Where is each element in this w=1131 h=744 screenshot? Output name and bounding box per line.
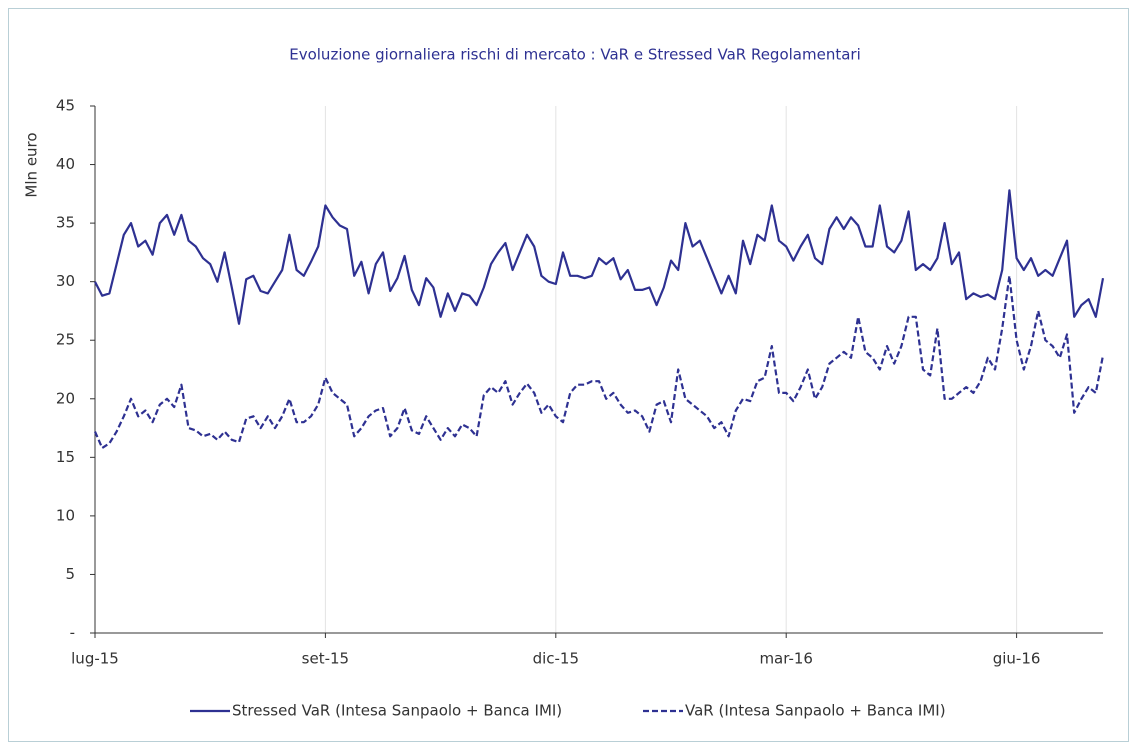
x-tick-label: set-15 [302, 650, 349, 668]
x-tick-label: lug-15 [71, 650, 119, 668]
y-tick-label: 35 [56, 214, 75, 232]
y-tick-label: 45 [56, 97, 75, 115]
legend-label: VaR (Intesa Sanpaolo + Banca IMI) [685, 702, 946, 720]
x-tick-label: mar-16 [759, 650, 813, 668]
y-tick-label: 10 [56, 506, 75, 524]
x-tick-label: dic-15 [533, 650, 579, 668]
y-tick-label: 20 [56, 389, 75, 407]
x-tick-label: giu-16 [993, 650, 1041, 668]
y-tick-label: 5 [65, 565, 75, 583]
y-tick-label: 30 [56, 272, 75, 290]
series-line [93, 274, 1105, 450]
chart-frame [8, 8, 1129, 742]
y-tick-label: 15 [56, 448, 75, 466]
y-tick-label: 25 [56, 331, 75, 349]
series-line [94, 189, 1105, 325]
chart-title: Evoluzione giornaliera rischi di mercato… [289, 46, 861, 64]
legend-label: Stressed VaR (Intesa Sanpaolo + Banca IM… [232, 702, 562, 720]
y-tick-label: 40 [56, 155, 75, 173]
y-axis-label: Mln euro [23, 132, 41, 197]
y-tick-label: - [70, 624, 75, 642]
